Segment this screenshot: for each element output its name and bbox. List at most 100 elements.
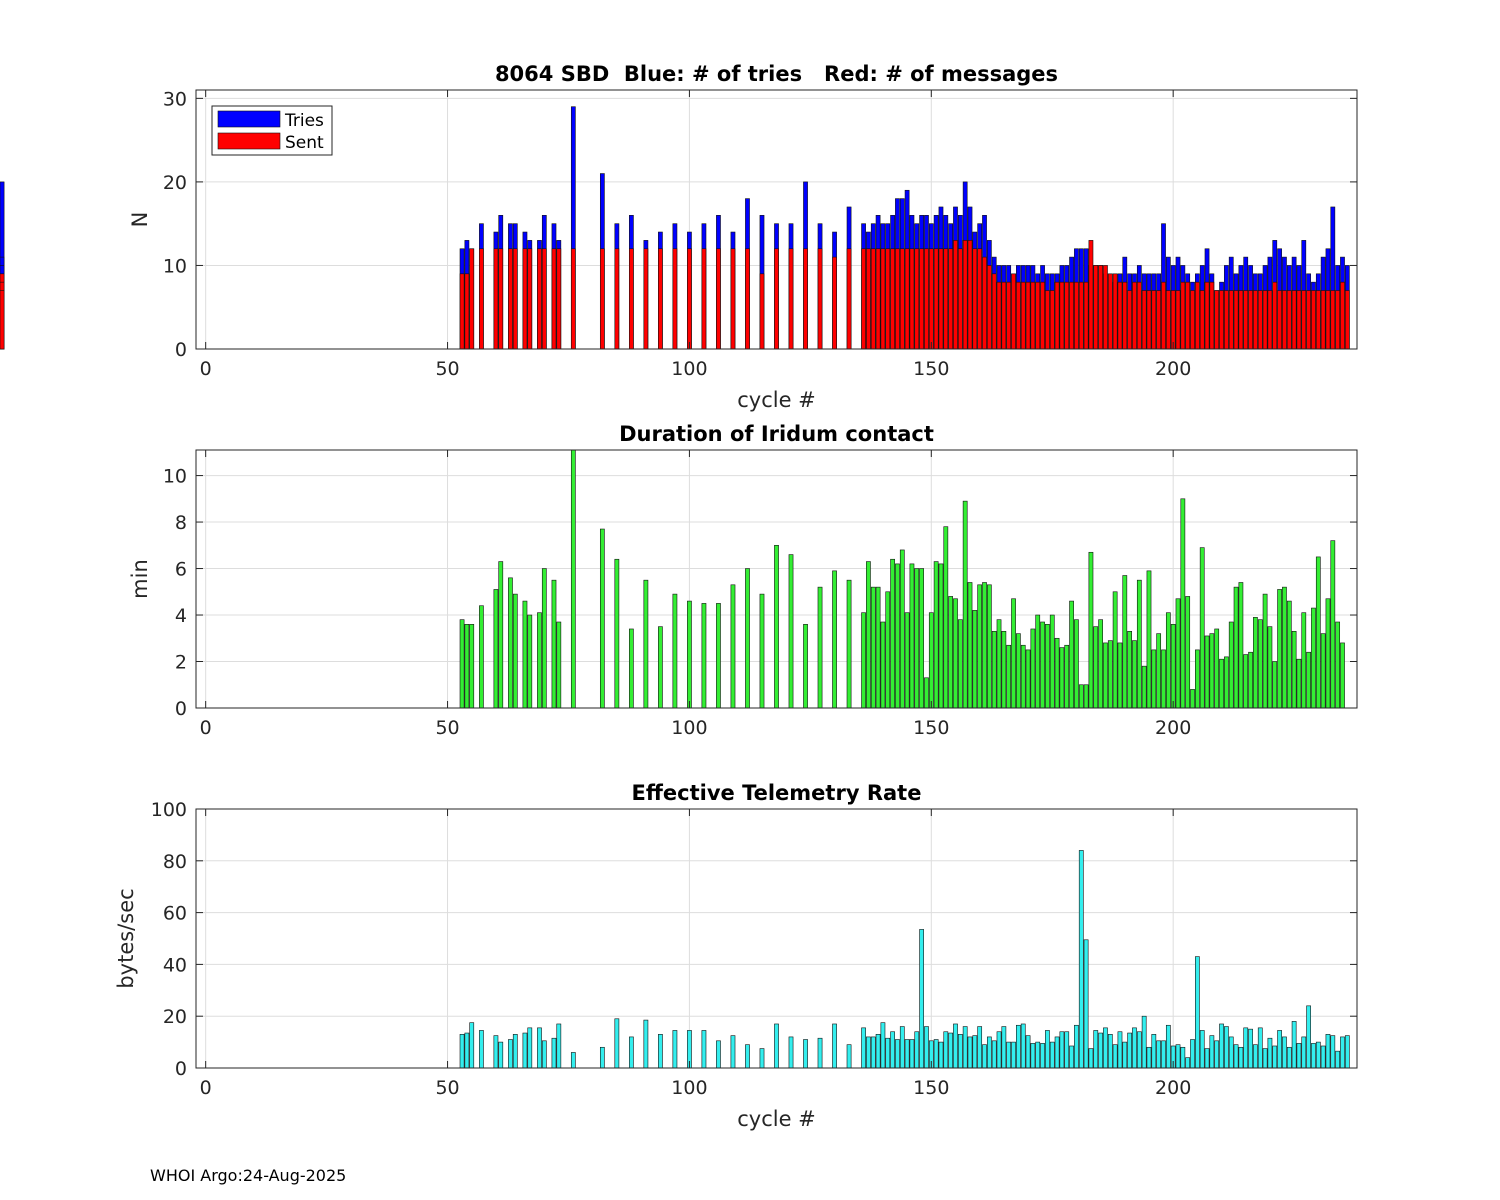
duration-bar <box>1045 624 1050 709</box>
rate-bar <box>1083 939 1089 1069</box>
sent-bar <box>1117 281 1123 350</box>
duration-bar <box>817 586 823 709</box>
duration-bar <box>1059 647 1065 709</box>
duration-bar <box>1257 619 1263 709</box>
rate-bar <box>459 1034 465 1069</box>
rate-bar <box>556 1023 562 1069</box>
rate-bar <box>1011 1041 1016 1069</box>
duration-bar <box>556 621 562 709</box>
duration-bar <box>885 591 891 709</box>
rate-bar <box>537 1027 542 1069</box>
sent-bar <box>0 290 5 350</box>
sent-bar <box>924 248 929 350</box>
duration-bar <box>1233 586 1239 709</box>
duration-bar <box>972 610 978 709</box>
sent-bar <box>687 248 692 350</box>
duration-bar <box>1127 630 1132 709</box>
chart-title: Duration of Iridum contact <box>619 422 934 446</box>
rate-bar <box>919 929 924 1069</box>
rate-bar <box>541 1040 547 1069</box>
rate-bar <box>672 1030 678 1069</box>
sent-bar <box>1325 290 1331 350</box>
duration-bar <box>1185 596 1191 709</box>
sent-bar <box>938 248 944 350</box>
duration-bar <box>957 619 963 709</box>
rate-bar <box>875 1034 881 1069</box>
sent-bar <box>914 248 920 350</box>
duration-bar <box>1330 540 1336 709</box>
sent-bar <box>895 248 900 350</box>
sent-bar <box>1088 240 1094 350</box>
sent-bar <box>1020 281 1026 350</box>
sent-bar <box>1330 290 1336 350</box>
sent-bar <box>629 248 634 350</box>
sent-bar <box>1001 281 1007 350</box>
duration-bar <box>1306 651 1311 709</box>
duration-bar <box>1219 658 1224 709</box>
duration-chart: 0 50 100 150 200 0 2 4 6 8 10 Duration of Iridum co… <box>128 422 1358 739</box>
y-tick-label: 10 <box>163 255 187 277</box>
sent-bar <box>1049 290 1055 350</box>
rate-bar <box>788 1036 794 1069</box>
rate-bar <box>953 1023 958 1069</box>
axes-box <box>195 89 1358 350</box>
duration-bar <box>1282 586 1287 709</box>
rate-bar <box>972 1035 978 1069</box>
rate-bar <box>570 1052 576 1069</box>
duration-bar <box>672 593 678 709</box>
sent-bar <box>1257 290 1263 350</box>
rate-bar <box>1141 1015 1147 1069</box>
rate-bar <box>1001 1026 1007 1069</box>
sent-bar <box>1185 281 1191 350</box>
sent-bar <box>1161 281 1166 350</box>
sent-bar <box>1175 290 1181 350</box>
duration-bar <box>1103 642 1108 709</box>
duration-bar <box>1093 626 1099 709</box>
rate-bar <box>914 1031 920 1069</box>
sent-bar <box>1054 281 1060 350</box>
duration-bar <box>493 589 499 709</box>
x-tick-label: 200 <box>1155 1077 1191 1099</box>
rate-bar <box>1175 1044 1181 1069</box>
sent-bar <box>909 248 915 350</box>
sent-bar <box>1132 281 1137 350</box>
duration-bar <box>1180 498 1186 709</box>
rate-bar <box>977 1026 983 1069</box>
duration-bar <box>1141 665 1147 709</box>
sent-bar <box>522 248 528 350</box>
sent-bar <box>1224 290 1229 350</box>
rate-bar <box>1146 1046 1152 1069</box>
sent-bar <box>1233 290 1239 350</box>
rate-bar <box>1185 1057 1191 1069</box>
duration-bar <box>614 558 620 709</box>
rate-bar <box>643 1019 649 1069</box>
rate-bar <box>1315 1041 1321 1069</box>
legend-label-tries: Tries <box>284 111 324 131</box>
sent-bar <box>1011 273 1016 350</box>
duration-bar <box>1296 658 1302 709</box>
y-tick-label: 0 <box>175 339 187 361</box>
duration-bar <box>948 596 954 709</box>
sent-bar <box>1059 281 1065 350</box>
rate-bar <box>1103 1027 1108 1069</box>
sent-bar <box>570 248 576 350</box>
rate-bar <box>508 1039 513 1069</box>
rate-bar <box>1180 1046 1186 1069</box>
rate-bar <box>933 1039 939 1069</box>
rate-bar <box>890 1031 895 1069</box>
sent-bar <box>1045 290 1050 350</box>
rate-bar <box>904 1039 910 1069</box>
sent-bar <box>1296 290 1302 350</box>
duration-bar <box>996 619 1002 709</box>
sent-bar <box>469 248 475 350</box>
rate-bar <box>716 1040 721 1069</box>
duration-bar <box>1132 640 1137 709</box>
rate-bar <box>1006 1041 1012 1069</box>
rate-bar <box>957 1034 963 1069</box>
duration-bar <box>1161 649 1166 709</box>
duration-bar <box>1040 621 1045 709</box>
sent-bar <box>880 248 886 350</box>
duration-bar <box>1064 644 1070 709</box>
duration-bar <box>933 561 939 709</box>
